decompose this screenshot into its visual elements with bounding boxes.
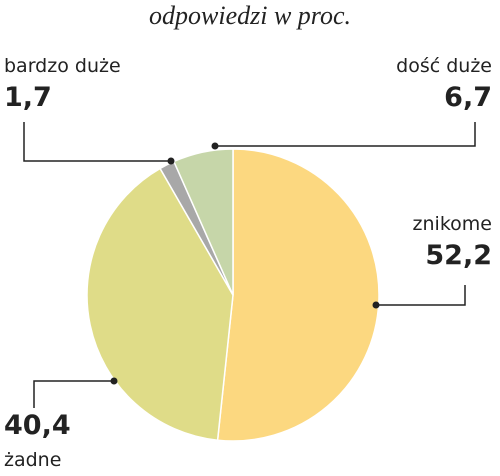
category-label: żadne	[4, 449, 61, 471]
value-label: 52,2	[425, 240, 492, 271]
leader-dot	[110, 377, 118, 385]
pie-slice	[86, 167, 234, 442]
leader-line	[376, 285, 466, 306]
category-label: znikome	[413, 213, 492, 235]
leader-line	[215, 122, 476, 147]
leader-dot	[167, 157, 175, 165]
leader-dot	[211, 142, 219, 150]
pie-slice	[216, 148, 380, 442]
value-label: 40,4	[4, 410, 71, 441]
chart-title: odpowiedzi w proc.	[149, 1, 351, 30]
category-label: bardzo duże	[4, 55, 121, 77]
value-label: 6,7	[444, 82, 492, 113]
value-label: 1,7	[4, 82, 52, 113]
leader-line	[23, 122, 171, 162]
leader-dot	[372, 301, 380, 309]
leader-line	[33, 380, 114, 408]
category-label: dość duże	[396, 55, 492, 77]
